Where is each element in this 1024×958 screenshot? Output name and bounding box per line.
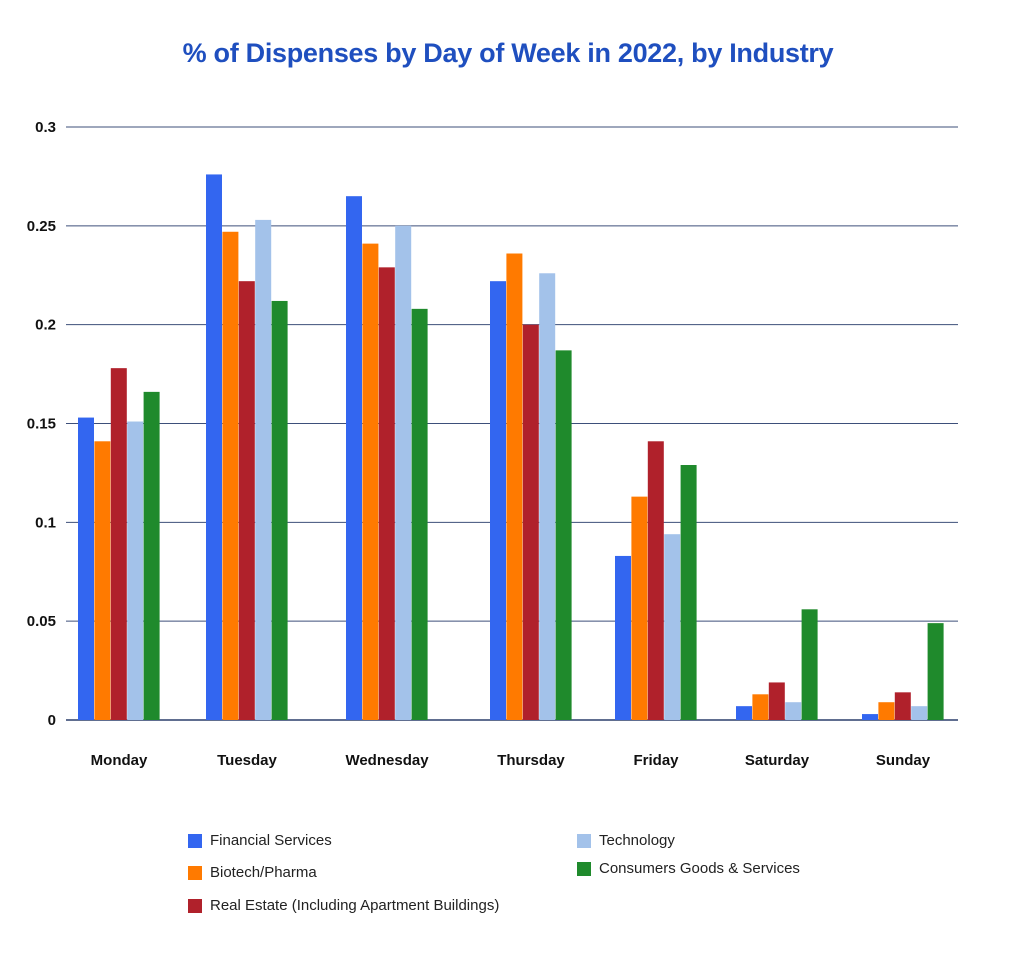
legend-swatch (577, 861, 591, 876)
bar (395, 225, 412, 721)
bar (78, 417, 94, 720)
y-tick-label: 0.05 (27, 613, 56, 630)
legend-item: Consumers Goods & Services (577, 860, 800, 877)
bar (768, 682, 785, 720)
bar (680, 465, 697, 720)
x-tick-label: Monday (91, 752, 148, 769)
legend-label: Financial Services (210, 832, 332, 849)
x-tick-label: Sunday (876, 752, 931, 769)
bar (927, 623, 944, 720)
y-tick-label: 0.2 (35, 317, 56, 334)
x-tick-label: Thursday (497, 752, 565, 769)
legend-swatch (188, 865, 202, 880)
bar (878, 702, 895, 720)
bar (346, 196, 362, 720)
bar (411, 308, 428, 720)
legend-item: Real Estate (Including Apartment Buildin… (188, 897, 499, 914)
bar (615, 555, 631, 720)
y-tick-label: 0.15 (27, 416, 56, 433)
x-tick-label: Saturday (745, 752, 810, 769)
legend-swatch (188, 898, 202, 913)
x-tick-label: Tuesday (217, 752, 277, 769)
legend-label: Technology (599, 832, 675, 849)
bar (862, 714, 878, 720)
legend-item: Financial Services (188, 832, 332, 849)
bar (736, 706, 752, 720)
bar (631, 496, 648, 720)
legend-swatch (188, 833, 202, 848)
bar (238, 281, 255, 720)
bar (522, 324, 539, 720)
bar (911, 706, 928, 720)
y-tick-label: 0.25 (27, 218, 56, 235)
bar (752, 694, 769, 720)
y-tick-label: 0.3 (35, 119, 56, 136)
legend-label: Consumers Goods & Services (599, 860, 800, 877)
bar (506, 253, 523, 721)
legend-item: Biotech/Pharma (188, 864, 317, 881)
legend-label: Real Estate (Including Apartment Buildin… (210, 897, 500, 914)
x-tick-label: Friday (633, 752, 679, 769)
bar (255, 219, 272, 721)
bar (222, 231, 239, 720)
bar (539, 273, 556, 720)
bar (271, 300, 288, 720)
bar (801, 609, 818, 720)
chart-title: % of Dispenses by Day of Week in 2022, b… (182, 38, 834, 68)
bar (110, 368, 127, 720)
y-tick-label: 0.1 (35, 514, 56, 531)
bar (664, 534, 681, 720)
bar (206, 174, 222, 720)
bar (555, 350, 572, 720)
bar (378, 267, 395, 720)
bar (785, 702, 802, 720)
bar (127, 421, 144, 720)
y-tick-label: 0 (48, 712, 56, 729)
legend-item: Technology (577, 832, 675, 849)
bar (362, 243, 379, 720)
bar (894, 692, 911, 720)
legend-label: Biotech/Pharma (210, 864, 317, 881)
x-tick-label: Wednesday (345, 752, 429, 769)
bar (490, 281, 506, 720)
bar (94, 441, 111, 720)
legend-swatch (577, 833, 591, 848)
bar (647, 441, 664, 720)
bar (143, 391, 160, 720)
